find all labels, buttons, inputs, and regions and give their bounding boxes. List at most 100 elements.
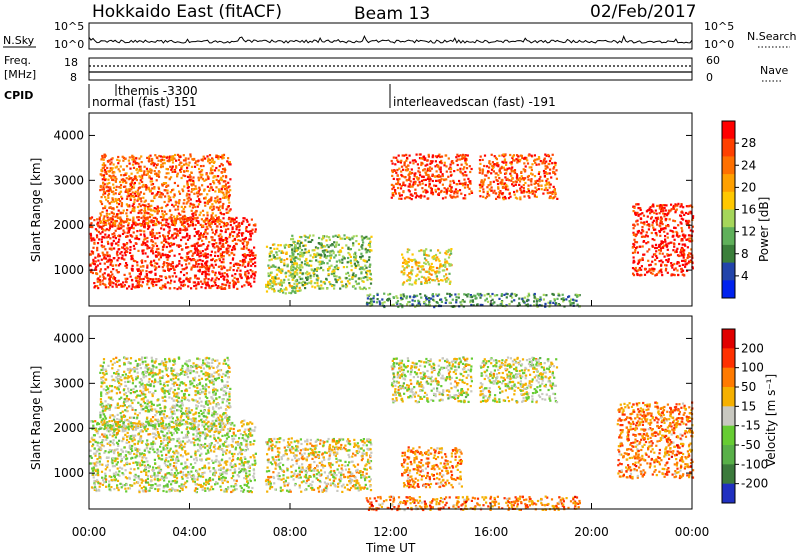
heatmap-cell <box>163 218 166 221</box>
heatmap-cell <box>236 263 239 266</box>
heatmap-cell <box>448 184 451 188</box>
heatmap-cell <box>278 270 282 273</box>
heatmap-cell <box>205 277 208 280</box>
heatmap-cell <box>633 243 636 246</box>
heatmap-cell <box>100 169 103 172</box>
heatmap-cell <box>146 247 149 250</box>
heatmap-cell <box>138 203 141 206</box>
heatmap-cell <box>291 278 294 281</box>
heatmap-cell <box>166 189 169 192</box>
heatmap-cell <box>102 166 106 169</box>
heatmap-cell <box>195 262 198 265</box>
heatmap-cell <box>682 251 685 254</box>
heatmap-cell <box>184 242 188 245</box>
heatmap-cell <box>103 272 106 275</box>
heatmap-cell <box>493 301 496 304</box>
heatmap-cell <box>179 218 182 221</box>
heatmap-cell <box>632 272 635 275</box>
heatmap-cell <box>238 228 241 231</box>
heatmap-cell <box>294 267 297 270</box>
heatmap-cell <box>310 264 313 267</box>
heatmap-cell <box>664 209 667 212</box>
heatmap-cell <box>155 193 158 196</box>
heatmap-cell <box>178 277 181 280</box>
heatmap-cell <box>152 164 155 167</box>
heatmap-cell <box>359 277 363 280</box>
heatmap-cell <box>646 271 649 274</box>
heatmap-cell <box>462 168 465 171</box>
heatmap-cell <box>192 214 195 218</box>
heatmap-cell <box>659 249 662 252</box>
heatmap-cell <box>169 287 172 290</box>
heatmap-cell <box>216 286 219 290</box>
heatmap-cell <box>469 180 472 183</box>
heatmap-cell <box>530 191 533 194</box>
heatmap-cell <box>546 166 549 169</box>
heatmap-cell <box>209 169 213 172</box>
heatmap-cell <box>651 224 654 227</box>
heatmap-cell <box>362 241 365 244</box>
heatmap-cell <box>427 278 430 281</box>
heatmap-cell <box>188 280 191 283</box>
heatmap-cell <box>197 244 200 247</box>
heatmap-cell <box>651 272 654 275</box>
heatmap-cell <box>210 196 213 199</box>
heatmap-cell <box>130 278 134 282</box>
heatmap-cell <box>122 281 125 284</box>
heatmap-cell <box>329 283 332 286</box>
heatmap-cell <box>439 170 442 174</box>
heatmap-cell <box>112 193 115 196</box>
heatmap-cell <box>242 242 245 245</box>
heatmap-cell <box>347 247 350 250</box>
heatmap-cell <box>496 195 500 198</box>
heatmap-cell <box>483 294 486 297</box>
heatmap-cell <box>160 287 163 290</box>
heatmap-cell <box>328 238 331 241</box>
heatmap-cell <box>112 178 115 182</box>
heatmap-cell <box>188 224 191 227</box>
heatmap-cell <box>139 271 143 274</box>
heatmap-cell <box>433 306 436 309</box>
heatmap-cell <box>214 284 217 287</box>
heatmap-cell <box>163 214 166 217</box>
heatmap-cell <box>405 196 408 199</box>
heatmap-cell <box>103 156 106 159</box>
heatmap-cell <box>302 244 305 247</box>
heatmap-cell <box>194 249 197 252</box>
heatmap-cell <box>169 282 172 285</box>
heatmap-cell <box>99 283 102 286</box>
heatmap-cell <box>109 274 112 278</box>
heatmap-cell <box>165 262 168 265</box>
heatmap-cell <box>444 263 447 266</box>
heatmap-cell <box>180 281 183 284</box>
heatmap-cell <box>435 184 438 187</box>
heatmap-cell <box>197 263 200 266</box>
heatmap-cell <box>108 213 111 216</box>
heatmap-cell <box>423 158 426 161</box>
heatmap-cell <box>171 157 174 160</box>
heatmap-cell <box>437 283 440 286</box>
heatmap-cell <box>242 255 246 258</box>
heatmap-cell <box>122 229 125 232</box>
heatmap-cell <box>241 222 244 225</box>
heatmap-cell <box>135 234 138 238</box>
colorbar-segment <box>722 121 735 140</box>
heatmap-cell <box>553 299 556 302</box>
heatmap-cell <box>474 294 477 297</box>
heatmap-cell <box>187 278 190 281</box>
heatmap-cell <box>489 183 492 186</box>
heatmap-cell <box>553 298 556 301</box>
heatmap-cell <box>226 278 229 281</box>
heatmap-cell <box>161 193 164 196</box>
heatmap-cell <box>145 186 148 189</box>
heatmap-cell <box>218 223 221 226</box>
heatmap-cell <box>265 285 268 288</box>
heatmap-cell <box>117 224 120 227</box>
heatmap-cell <box>232 220 235 223</box>
heatmap-cell <box>153 281 156 284</box>
heatmap-cell <box>186 170 189 173</box>
heatmap-cell <box>150 163 153 166</box>
heatmap-cell <box>219 233 222 236</box>
heatmap-cell <box>399 293 402 296</box>
heatmap-cell <box>168 254 171 258</box>
